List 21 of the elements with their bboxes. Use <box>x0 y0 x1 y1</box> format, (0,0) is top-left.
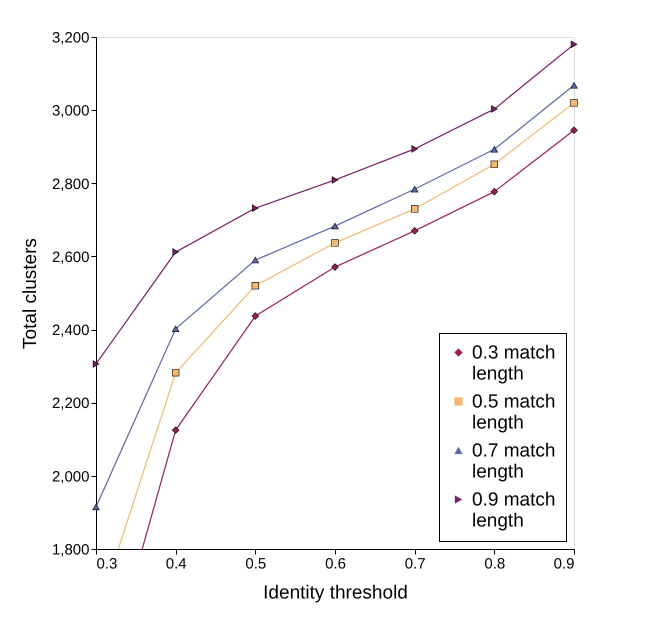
legend-label: 0.9 match length <box>472 490 556 532</box>
x-tick-label: 0.4 <box>166 556 187 572</box>
legend-label: 0.5 match length <box>472 392 556 434</box>
y-tick-label: 2,400 <box>52 322 90 340</box>
x-tick-label: 0.3 <box>96 556 118 572</box>
y-axis-title: Total clusters <box>20 238 41 349</box>
x-tick-label: 0.5 <box>245 556 266 572</box>
legend-label: 0.7 match length <box>472 440 556 482</box>
x-tick-label: 0.7 <box>404 556 426 572</box>
y-tick-label: 2,600 <box>52 248 90 266</box>
x-tick-label: 0.9 <box>554 556 574 572</box>
x-axis-title: Identity threshold <box>263 582 408 604</box>
legend-label: 0.3 match length <box>472 342 556 384</box>
y-tick-label: 3,000 <box>52 102 90 120</box>
y-tick-label: 3,200 <box>52 30 90 46</box>
x-tick-label: 0.6 <box>325 556 346 572</box>
y-tick-label: 2,000 <box>52 468 90 486</box>
y-tick-label: 2,200 <box>52 395 90 412</box>
x-tick-label: 0.8 <box>484 556 506 572</box>
y-tick-label: 2,800 <box>52 176 90 193</box>
y-tick-label: 1,800 <box>52 542 90 558</box>
